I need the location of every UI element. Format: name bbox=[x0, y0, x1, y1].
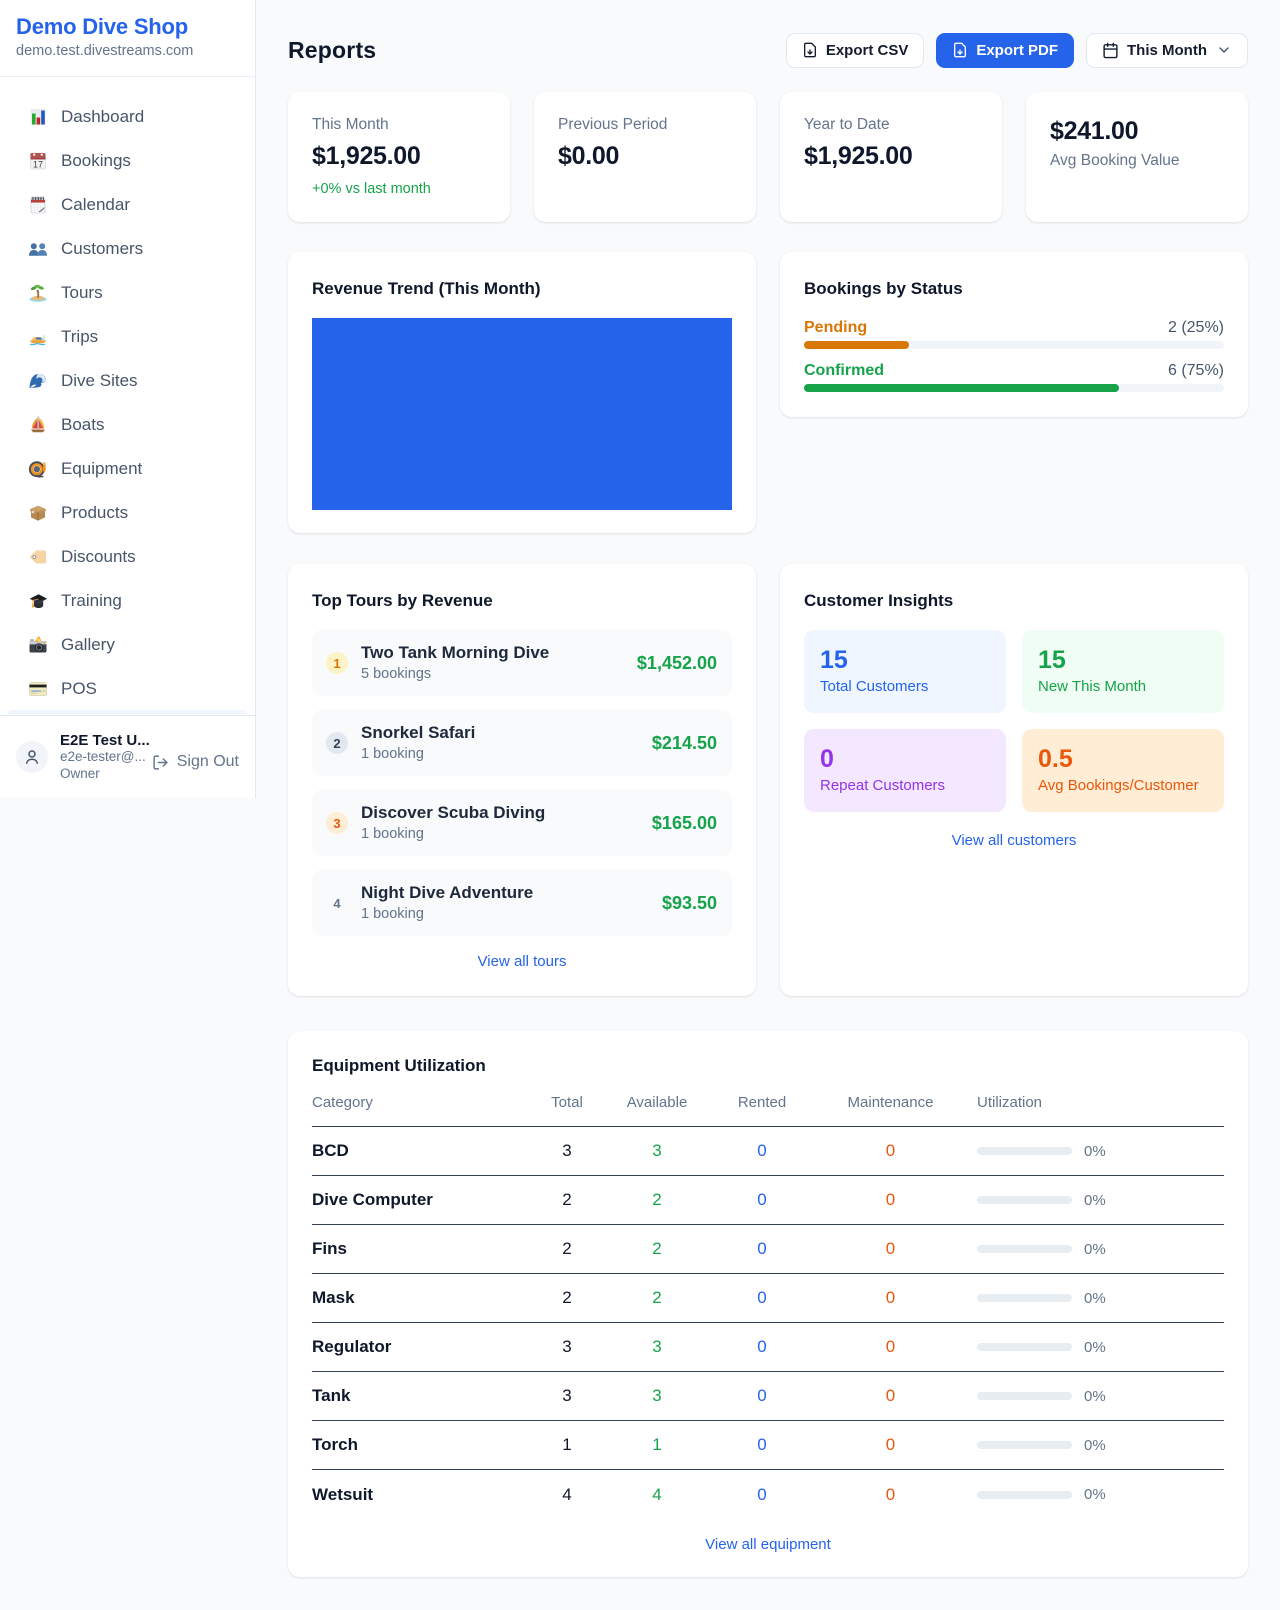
svg-text:17: 17 bbox=[33, 160, 43, 170]
